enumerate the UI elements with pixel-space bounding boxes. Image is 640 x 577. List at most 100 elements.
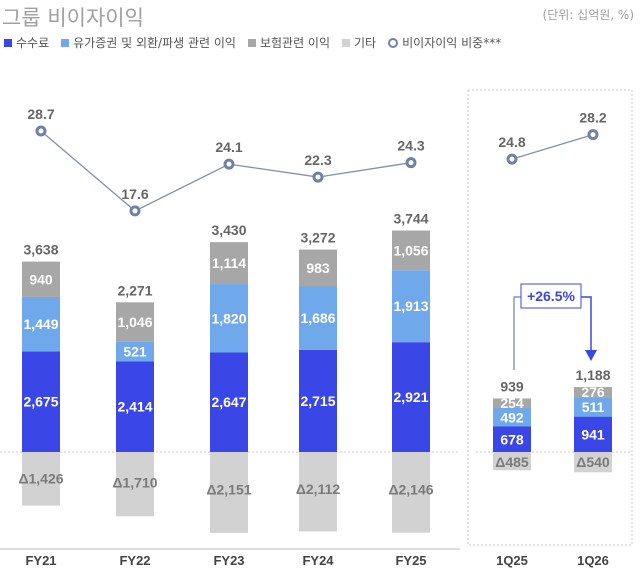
data-label: 1,046	[117, 314, 152, 330]
quarter-panel-frame	[467, 89, 633, 546]
growth-box	[520, 283, 582, 309]
legend-item-insurance: 보험관련 이익	[247, 34, 331, 51]
legend-item-ratio: 비이자이익 비중***	[388, 34, 501, 51]
ratio-point	[223, 158, 235, 170]
chart-title: 그룹 비이자이익	[2, 6, 144, 30]
ratio-label: 17.6	[121, 186, 148, 202]
ratio-label: 24.1	[215, 139, 242, 155]
ratio-point	[35, 125, 47, 137]
total-label: 3,272	[300, 230, 335, 246]
data-label: 2,414	[117, 399, 152, 415]
bar-fee	[299, 349, 337, 452]
data-label: 2,921	[393, 389, 428, 405]
legend-label: 유가증권 및 외환/파생 관련 이익	[73, 36, 236, 50]
data-label: 1,114	[212, 255, 246, 271]
x-tick-label: FY23	[213, 553, 244, 568]
bar-other	[299, 452, 337, 532]
legend-swatch	[247, 38, 256, 47]
x-tick-label: FY25	[395, 553, 426, 568]
data-label: 276	[581, 384, 605, 400]
data-label: Δ2,151	[206, 481, 251, 497]
total-label: 2,271	[117, 282, 152, 298]
growth-bracket	[513, 296, 521, 370]
legend-item-fee: 수수료	[4, 34, 49, 51]
growth-arrow	[581, 296, 592, 350]
growth-label: +26.5%	[527, 288, 575, 304]
bar-fee	[210, 352, 248, 452]
x-tick-label: FY22	[119, 553, 150, 568]
data-label: 940	[29, 271, 53, 287]
data-label: 254	[500, 395, 524, 411]
total-label: 3,430	[211, 222, 246, 238]
arrow-head-icon	[585, 350, 597, 361]
legend-label: 비이자이익 비중***	[402, 36, 502, 50]
ratio-label: 24.3	[397, 138, 424, 154]
data-label: 941	[581, 426, 605, 442]
total-label: 939	[500, 378, 524, 394]
bar-other	[22, 452, 60, 506]
bar-securities	[116, 341, 154, 362]
data-label: Δ1,426	[18, 470, 63, 486]
x-tick-label: 1Q25	[496, 553, 528, 568]
legend-swatch	[61, 38, 70, 47]
ratio-point	[506, 153, 518, 165]
ratio-point	[405, 157, 417, 169]
bar-insurance	[493, 398, 531, 409]
ratio-point	[587, 129, 599, 141]
bar-fee	[22, 351, 60, 452]
bar-other	[116, 452, 154, 517]
legend-label: 수수료	[16, 36, 50, 50]
bar-securities	[574, 397, 612, 417]
bar-fee	[116, 361, 154, 452]
unit-label: (단위: 십억원, %)	[542, 8, 634, 22]
ratio-point	[312, 171, 324, 183]
ratio-label: 22.3	[304, 152, 331, 168]
data-label: Δ2,112	[296, 481, 341, 497]
bar-insurance	[299, 249, 337, 287]
bar-insurance	[392, 230, 430, 271]
legend-swatch	[342, 38, 351, 47]
bar-fee	[392, 342, 430, 452]
data-label: 2,675	[23, 394, 58, 410]
bar-insurance	[210, 242, 248, 285]
bar-other	[493, 452, 531, 471]
ratio-label: 24.8	[498, 134, 525, 150]
x-tick-label: FY21	[25, 553, 56, 568]
data-label: Δ485	[495, 454, 529, 470]
bar-securities	[22, 296, 60, 352]
x-tick-label: FY24	[302, 553, 334, 568]
data-label: Δ540	[576, 454, 610, 470]
ratio-label: 28.2	[579, 110, 606, 126]
data-label: 1,056	[393, 242, 428, 258]
legend-swatch	[4, 38, 12, 47]
x-tick-label: 1Q26	[577, 553, 609, 568]
bar-other	[392, 452, 430, 533]
bar-fee	[493, 426, 531, 452]
bar-other	[574, 452, 612, 473]
bar-fee	[574, 416, 612, 452]
data-label: 1,686	[300, 310, 335, 326]
legend-ring-icon	[388, 37, 399, 48]
bar-securities	[299, 286, 337, 350]
data-label: Δ1,710	[112, 475, 157, 491]
legend-label: 보험관련 이익	[259, 36, 331, 50]
bar-other	[210, 452, 248, 533]
data-label: Δ2,146	[388, 481, 433, 497]
data-label: 521	[123, 343, 147, 359]
ratio-line	[511, 133, 594, 160]
bar-insurance	[574, 387, 612, 398]
data-label: 678	[500, 431, 524, 447]
data-label: 983	[306, 260, 330, 276]
ratio-point	[129, 205, 141, 217]
data-label: 1,913	[393, 298, 428, 314]
bar-securities	[493, 408, 531, 427]
data-label: 492	[500, 409, 524, 425]
legend-item-securities: 유가증권 및 외환/파생 관련 이익	[61, 34, 236, 51]
bar-securities	[392, 270, 430, 343]
total-label: 3,638	[23, 242, 58, 258]
data-label: 2,715	[300, 393, 335, 409]
bar-insurance	[22, 261, 60, 297]
data-label: 1,449	[23, 316, 58, 332]
data-label: 2,647	[211, 394, 246, 410]
